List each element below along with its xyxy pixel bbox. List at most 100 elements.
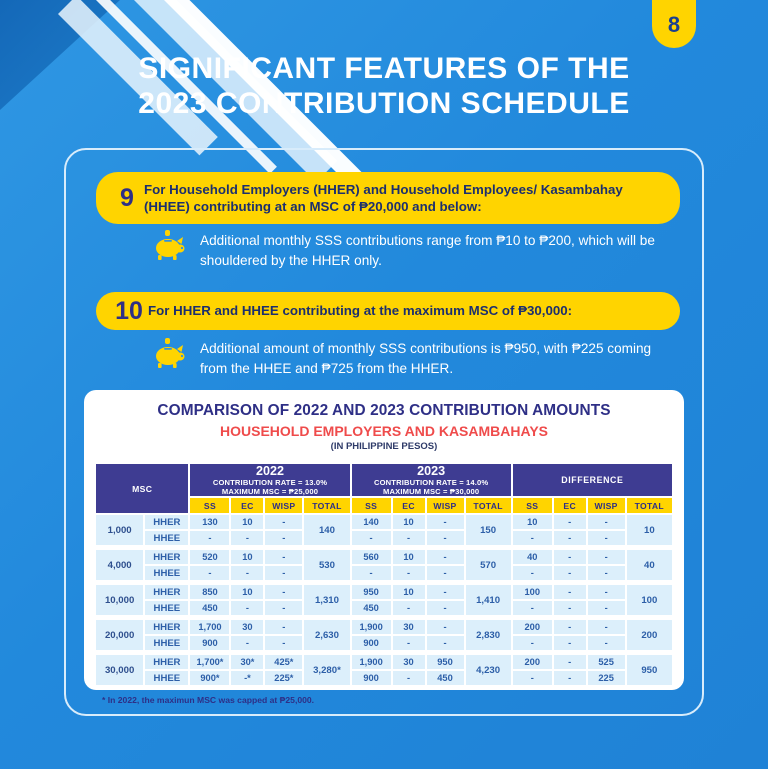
table-row: HHEE - - - - - - - - - [95,565,673,582]
cell-2023-1-hher-0: 560 [350,549,392,566]
cell-party-hhee-1: HHEE [144,565,190,582]
table-header-row-2: SS EC WISP TOTAL SS EC WISP TOTAL SS EC … [95,497,673,515]
cell-diff-1-hhee-1: - [552,565,587,582]
cell-2023-1-hhee-1: - [391,565,426,582]
cell-2022-4-hhee-2: 225* [264,670,304,687]
cell-2022-2-hher-1: 10 [230,584,265,601]
cell-2023-0-hher-2: - [425,514,465,531]
header-2022-max: MAXIMUM MSC = ₱25,000 [221,487,319,497]
cell-diff-0-hhee-0: - [511,530,553,547]
cell-2023-3-hhee-2: - [425,635,465,652]
table-row: HHEE 900- -900- - - - - [95,635,673,652]
row-spacer-cell [95,651,673,655]
table-row: HHEE 450- -450- - - - - [95,600,673,617]
cell-2023-0-hher-1: 10 [391,514,426,531]
cell-msc-4: 30,000 [95,654,145,687]
cell-2023-4-hher-1: 30 [391,654,426,671]
page-number-label: 8 [667,12,681,37]
cell-2023-3-hher-0: 1,900 [350,619,392,636]
piggy-bank-icon [152,338,186,370]
cell-2022-4-hhee-0: 900* [189,670,231,687]
cell-2022-total-4: 3,280* [303,654,351,687]
cell-2023-1-hher-1: 10 [391,549,426,566]
cell-2022-total-3: 2,630 [303,619,351,652]
cell-2023-3-hher-2: - [425,619,465,636]
row-spacer [95,616,673,620]
cell-2022-3-hher-0: 1,700 [189,619,231,636]
cell-2022-total-2: 1,310 [303,584,351,617]
cell-diff-4-hhee-2: 225 [586,670,626,687]
cell-2022-total-0: 140 [303,514,351,547]
subheader-2022-ec: EC [230,497,265,515]
table-row: 20,000 HHER 1,700 30-2,630 1,900 30-2,830 200-… [95,619,673,652]
cell-2022-2-hhee-0: 450 [189,600,231,617]
cell-party-hher-4: HHER [144,654,190,671]
cell-2023-4-hhee-2: 450 [425,670,465,687]
title-line-2: 2023 CONTRIBUTION SCHEDULE [138,87,630,120]
item-10-banner: 10 For HHER and HHEE contributing at the… [96,292,680,330]
cell-2022-0-hher-2: - [264,514,304,531]
row-spacer-cell [95,581,673,585]
cell-2023-1-hhee-0: - [350,565,392,582]
cell-diff-4-hher-2: 525 [586,654,626,671]
cell-2023-total-2: 1,410 [464,584,512,617]
cell-diff-2-hhee-1: - [552,600,587,617]
cell-party-hhee-3: HHEE [144,635,190,652]
cell-diff-2-hhee-0: - [511,600,553,617]
header-msc: MSC [95,463,190,515]
cell-party-hhee-4: HHEE [144,670,190,687]
cell-2022-1-hhee-1: - [230,565,265,582]
cell-2023-0-hher-0: 140 [350,514,392,531]
piggy-bank-icon [152,230,186,262]
subheader-diff-total: TOTAL [625,497,673,515]
cell-diff-4-hher-1: - [552,654,587,671]
cell-diff-total-1: 40 [625,549,673,582]
cell-2022-0-hhee-0: - [189,530,231,547]
row-spacer-cell [95,546,673,550]
cell-diff-1-hher-2: - [586,549,626,566]
cell-2022-0-hher-0: 130 [189,514,231,531]
item-9-banner: 9 For Household Employers (HHER) and Hou… [96,172,680,224]
cell-2023-total-3: 2,830 [464,619,512,652]
cell-diff-3-hher-0: 200 [511,619,553,636]
cell-diff-2-hher-1: - [552,584,587,601]
subheader-2023-total: TOTAL [464,497,512,515]
table-footnote: * In 2022, the maximun MSC was capped at… [102,695,315,706]
cell-diff-total-2: 100 [625,584,673,617]
cell-2022-0-hhee-2: - [264,530,304,547]
cell-2023-1-hhee-2: - [425,565,465,582]
cell-diff-1-hher-0: 40 [511,549,553,566]
subheader-diff-wisp: WISP [586,497,626,515]
cell-2022-0-hhee-1: - [230,530,265,547]
cell-2023-0-hhee-1: - [391,530,426,547]
subheader-2023-wisp: WISP [425,497,465,515]
table-row: 4,000 HHER 520 10-530 560 10-570 40- -40 [95,549,673,582]
cell-diff-3-hher-2: - [586,619,626,636]
cell-diff-0-hher-0: 10 [511,514,553,531]
table-row: 1,000 HHER 130 10-140 140 10-150 10- -10 [95,514,673,547]
table-title: COMPARISON OF 2022 AND 2023 CONTRIBUTION… [157,402,611,419]
cell-party-hher-1: HHER [144,549,190,566]
cell-msc-3: 20,000 [95,619,145,652]
item-9-bullet: Additional monthly SSS contributions ran… [152,228,672,270]
comparison-table-panel: COMPARISON OF 2022 AND 2023 CONTRIBUTION… [84,390,684,705]
header-group-2022: 2022 CONTRIBUTION RATE = 13.0% MAXIMUM M… [189,463,351,498]
cell-2022-total-1: 530 [303,549,351,582]
row-spacer-cell [95,616,673,620]
row-spacer [95,546,673,550]
cell-diff-4-hher-0: 200 [511,654,553,671]
cell-diff-0-hhee-2: - [586,530,626,547]
table-row: 10,000 HHER 850 10-1,310 950 10-1,410 100- -100 [95,584,673,617]
subheader-diff-ss: SS [511,497,553,515]
cell-2022-3-hhee-1: - [230,635,265,652]
table-row: 30,000 HHER 1,700* 30* 425* 3,280* 1,900 30 950 4… [95,654,673,687]
cell-diff-3-hher-1: - [552,619,587,636]
cell-2023-2-hher-0: 950 [350,584,392,601]
cell-2023-3-hhee-1: - [391,635,426,652]
table-subtitle: HOUSEHOLD EMPLOYERS AND KASAMBAHAYS [220,423,548,439]
item-9-banner-text: For Household Employers (HHER) and House… [144,182,623,214]
cell-2023-3-hher-1: 30 [391,619,426,636]
cell-diff-0-hher-2: - [586,514,626,531]
cell-diff-1-hhee-0: - [511,565,553,582]
cell-2022-4-hhee-1: -* [230,670,265,687]
